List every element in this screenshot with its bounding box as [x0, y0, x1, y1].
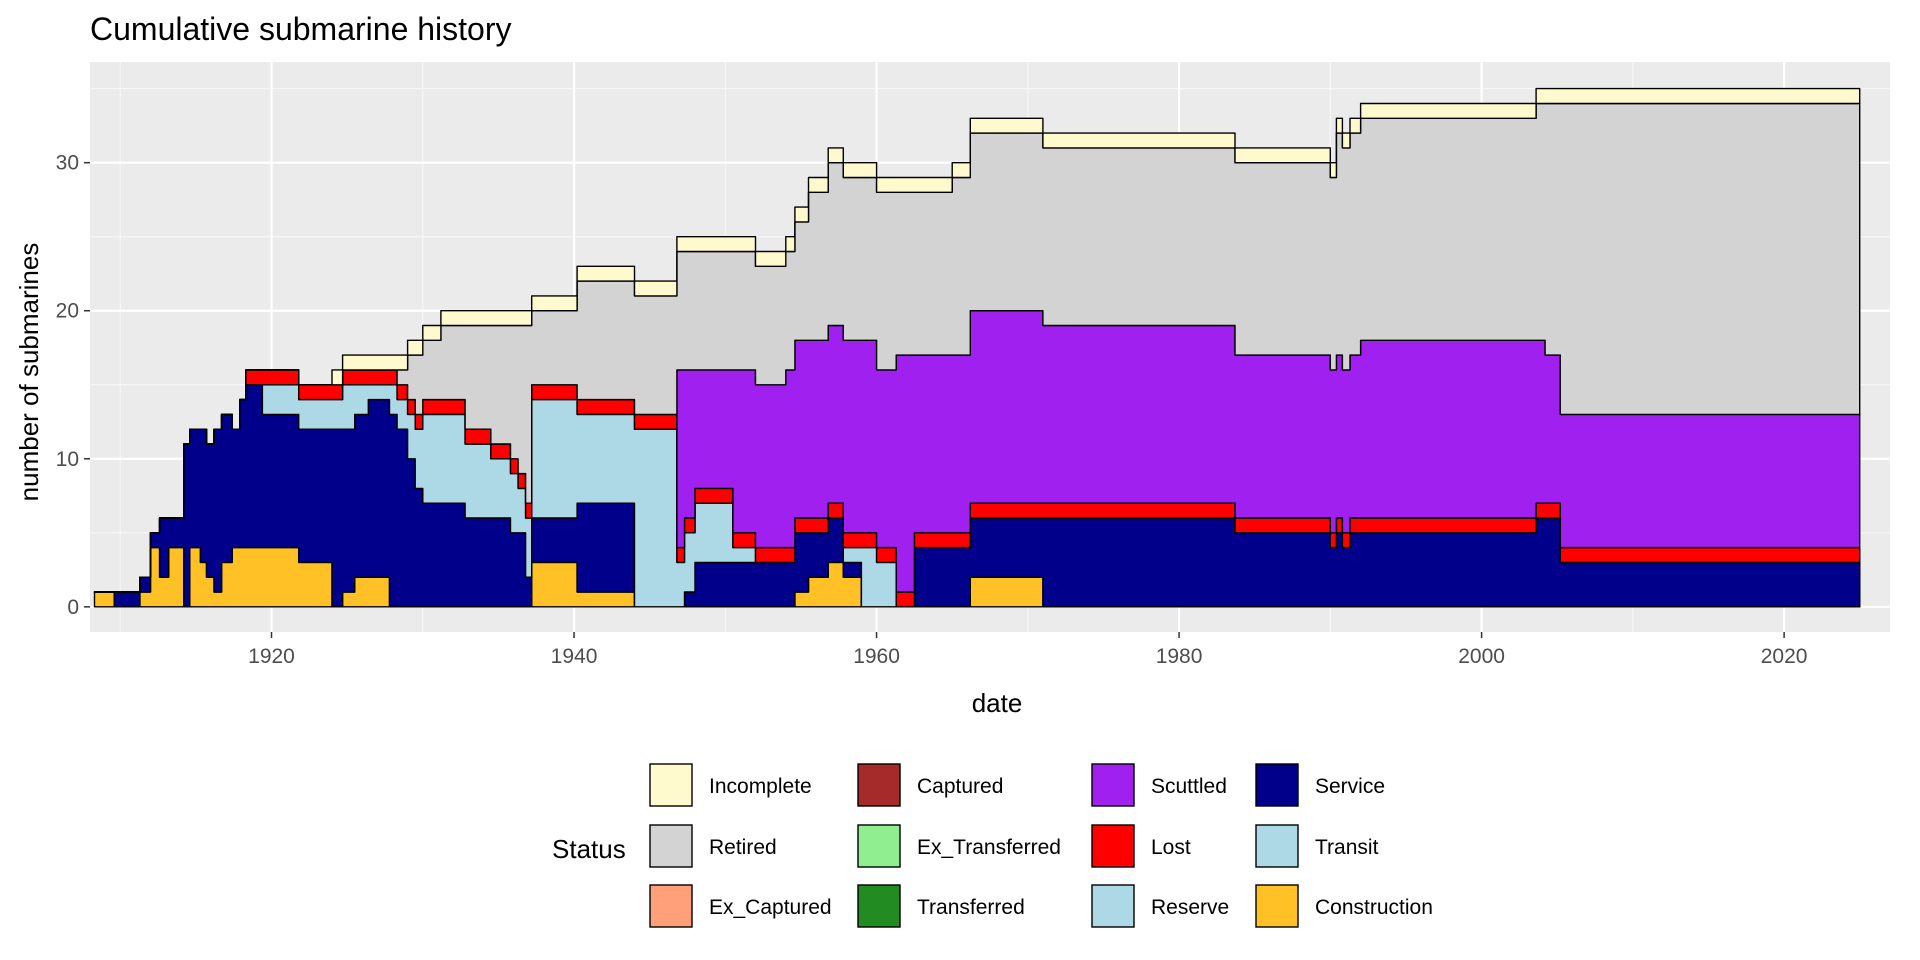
x-axis-label: date — [972, 688, 1023, 718]
legend-key-incomplete — [649, 763, 693, 807]
x-tick-label: 1940 — [551, 645, 598, 668]
legend-key-service — [1255, 763, 1299, 807]
legend-label-lost: Lost — [1151, 836, 1191, 859]
legend-label-ex-captured: Ex_Captured — [709, 896, 832, 919]
x-tick-label: 2000 — [1458, 645, 1505, 668]
legend-key-retired — [649, 824, 693, 868]
legend: Status Incomplete Retired Ex_Captured Captu… — [552, 763, 1433, 928]
x-axis-ticks: 1920 1940 1960 1980 2000 2020 — [248, 632, 1807, 668]
legend-label-retired: Retired — [709, 836, 777, 859]
legend-title: Status — [552, 834, 626, 864]
legend-key-ex-captured — [649, 884, 693, 928]
legend-key-transit — [1255, 824, 1299, 868]
legend-label-ex-transferred: Ex_Transferred — [917, 836, 1061, 859]
y-tick-label: 10 — [56, 448, 79, 471]
y-tick-label: 0 — [67, 596, 79, 619]
area-incomplete — [93, 87, 1861, 593]
legend-label-reserve: Reserve — [1151, 896, 1229, 919]
legend-label-captured: Captured — [917, 775, 1003, 798]
x-tick-label: 2020 — [1761, 645, 1808, 668]
stacked-areas — [93, 87, 1861, 608]
legend-label-incomplete: Incomplete — [709, 775, 812, 798]
x-tick-label: 1920 — [248, 645, 295, 668]
legend-label-scuttled: Scuttled — [1151, 775, 1227, 798]
y-tick-label: 20 — [56, 300, 79, 323]
legend-label-service: Service — [1315, 775, 1385, 798]
legend-label-transferred: Transferred — [917, 896, 1025, 919]
x-tick-label: 1960 — [853, 645, 900, 668]
legend-label-construction: Construction — [1315, 896, 1433, 919]
legend-key-reserve — [1091, 884, 1135, 928]
legend-key-construction — [1255, 884, 1299, 928]
y-tick-label: 30 — [56, 152, 79, 175]
x-tick-label: 1980 — [1156, 645, 1203, 668]
legend-key-ex-transferred — [857, 824, 901, 868]
legend-key-scuttled — [1091, 763, 1135, 807]
legend-key-lost — [1091, 824, 1135, 868]
chart-title: Cumulative submarine history — [90, 11, 512, 47]
legend-label-transit: Transit — [1315, 836, 1379, 859]
y-axis-ticks: 0 10 20 30 — [56, 152, 90, 619]
legend-key-captured — [857, 763, 901, 807]
y-axis-label: number of submarines — [14, 243, 44, 502]
legend-key-transferred — [857, 884, 901, 928]
